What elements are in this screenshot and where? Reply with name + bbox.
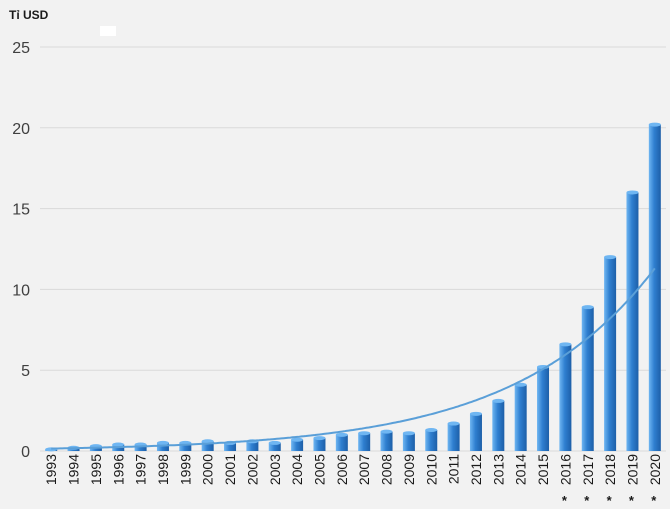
forecast-mark: * xyxy=(562,493,568,508)
x-tick-label: 1994 xyxy=(66,454,82,485)
bar-cap xyxy=(402,431,415,436)
bar xyxy=(268,442,281,451)
bar-cap xyxy=(112,442,125,447)
x-tick-label: 2018 xyxy=(602,454,618,485)
bar xyxy=(581,307,594,451)
bar-cap xyxy=(447,421,460,426)
bar xyxy=(179,442,192,451)
bar-cap xyxy=(156,440,169,445)
x-tick-label: 2008 xyxy=(379,454,395,485)
x-tick-label: 2012 xyxy=(468,454,484,485)
x-tick-label: 2011 xyxy=(446,454,462,484)
bar-cap xyxy=(626,190,639,195)
bar-cap xyxy=(604,255,617,260)
bar xyxy=(604,257,617,451)
x-tick-label: 1995 xyxy=(88,454,104,485)
bar xyxy=(156,442,169,451)
bar-cap xyxy=(514,382,527,387)
x-tick-label: 2019 xyxy=(624,454,640,485)
y-tick-label: 0 xyxy=(21,444,30,461)
forecast-mark: * xyxy=(651,493,657,508)
bar-cap xyxy=(469,411,482,416)
bar xyxy=(514,384,527,451)
bar xyxy=(425,429,438,451)
bar-cap xyxy=(425,427,438,432)
x-tick-label: 2006 xyxy=(334,454,350,485)
forecast-mark: * xyxy=(607,493,613,508)
x-tick-label: 2002 xyxy=(244,454,260,485)
bar-cap xyxy=(313,436,326,441)
bar xyxy=(648,124,661,452)
bar xyxy=(291,439,304,451)
bar-cap xyxy=(268,440,281,445)
bar xyxy=(447,423,460,451)
x-tick-label: 1999 xyxy=(177,454,193,485)
x-tick-label: 2013 xyxy=(490,454,506,485)
bar-cap xyxy=(492,398,505,403)
bar-cap xyxy=(559,342,572,347)
x-tick-label: 2017 xyxy=(580,454,596,485)
x-tick-label: 2020 xyxy=(647,454,663,485)
y-tick-label: 20 xyxy=(12,121,30,138)
bar-cap xyxy=(335,432,348,437)
bar xyxy=(313,438,326,451)
x-tick-label: 1997 xyxy=(133,454,149,485)
x-tick-label: 2000 xyxy=(200,454,216,485)
x-tick-label: 2001 xyxy=(222,454,238,485)
bar-cap xyxy=(380,429,393,434)
x-tick-label: 2010 xyxy=(423,454,439,485)
x-tick-label: 2005 xyxy=(311,454,327,485)
y-tick-label: 10 xyxy=(12,282,30,299)
x-tick-label: 1993 xyxy=(43,454,59,485)
x-tick-label: 2009 xyxy=(401,454,417,485)
trendline xyxy=(51,267,656,450)
legend-swatch xyxy=(100,26,116,36)
x-tick-label: 2016 xyxy=(557,454,573,485)
bar xyxy=(537,366,550,451)
x-tick-label: 2014 xyxy=(513,454,529,485)
bar xyxy=(358,433,371,451)
x-tick-label: 2003 xyxy=(267,454,283,485)
bar xyxy=(134,444,147,451)
bar xyxy=(224,442,237,451)
bar xyxy=(380,431,393,451)
bar-cap xyxy=(201,439,214,444)
y-axis-unit-label: Tỉ USD xyxy=(9,8,49,22)
y-tick-label: 5 xyxy=(21,363,30,380)
bar xyxy=(402,433,415,451)
forecast-mark: * xyxy=(584,493,590,508)
x-tick-label: 2007 xyxy=(356,454,372,485)
x-tick-label: 1996 xyxy=(110,454,126,485)
bar-cap xyxy=(358,431,371,436)
y-tick-label: 25 xyxy=(12,40,30,57)
bar-cap xyxy=(581,305,594,310)
x-tick-label: 1998 xyxy=(155,454,171,485)
bar-cap xyxy=(291,437,304,442)
bar xyxy=(626,192,639,451)
bar xyxy=(559,344,572,451)
bar xyxy=(469,413,482,451)
bar xyxy=(335,434,348,451)
bar xyxy=(492,400,505,451)
x-tick-label: 2004 xyxy=(289,454,305,485)
bar-cap xyxy=(648,122,661,127)
x-tick-label: 2015 xyxy=(535,454,551,485)
bar xyxy=(201,441,214,451)
y-tick-label: 15 xyxy=(12,202,30,219)
forecast-mark: * xyxy=(629,493,635,508)
bar xyxy=(246,441,259,451)
